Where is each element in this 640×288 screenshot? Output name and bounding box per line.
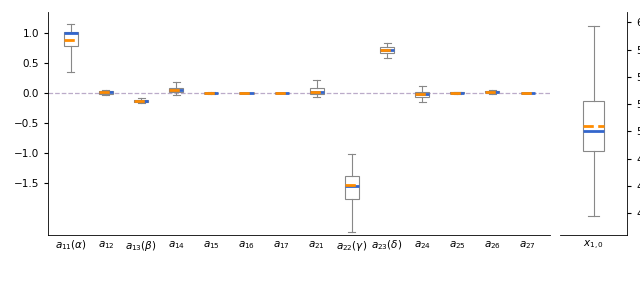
PathPatch shape xyxy=(169,88,183,92)
PathPatch shape xyxy=(415,92,429,97)
PathPatch shape xyxy=(345,176,359,198)
PathPatch shape xyxy=(583,101,604,151)
PathPatch shape xyxy=(451,92,465,93)
PathPatch shape xyxy=(310,88,324,94)
PathPatch shape xyxy=(485,91,499,92)
PathPatch shape xyxy=(380,47,394,52)
PathPatch shape xyxy=(99,91,113,94)
PathPatch shape xyxy=(64,32,78,46)
PathPatch shape xyxy=(134,100,148,102)
